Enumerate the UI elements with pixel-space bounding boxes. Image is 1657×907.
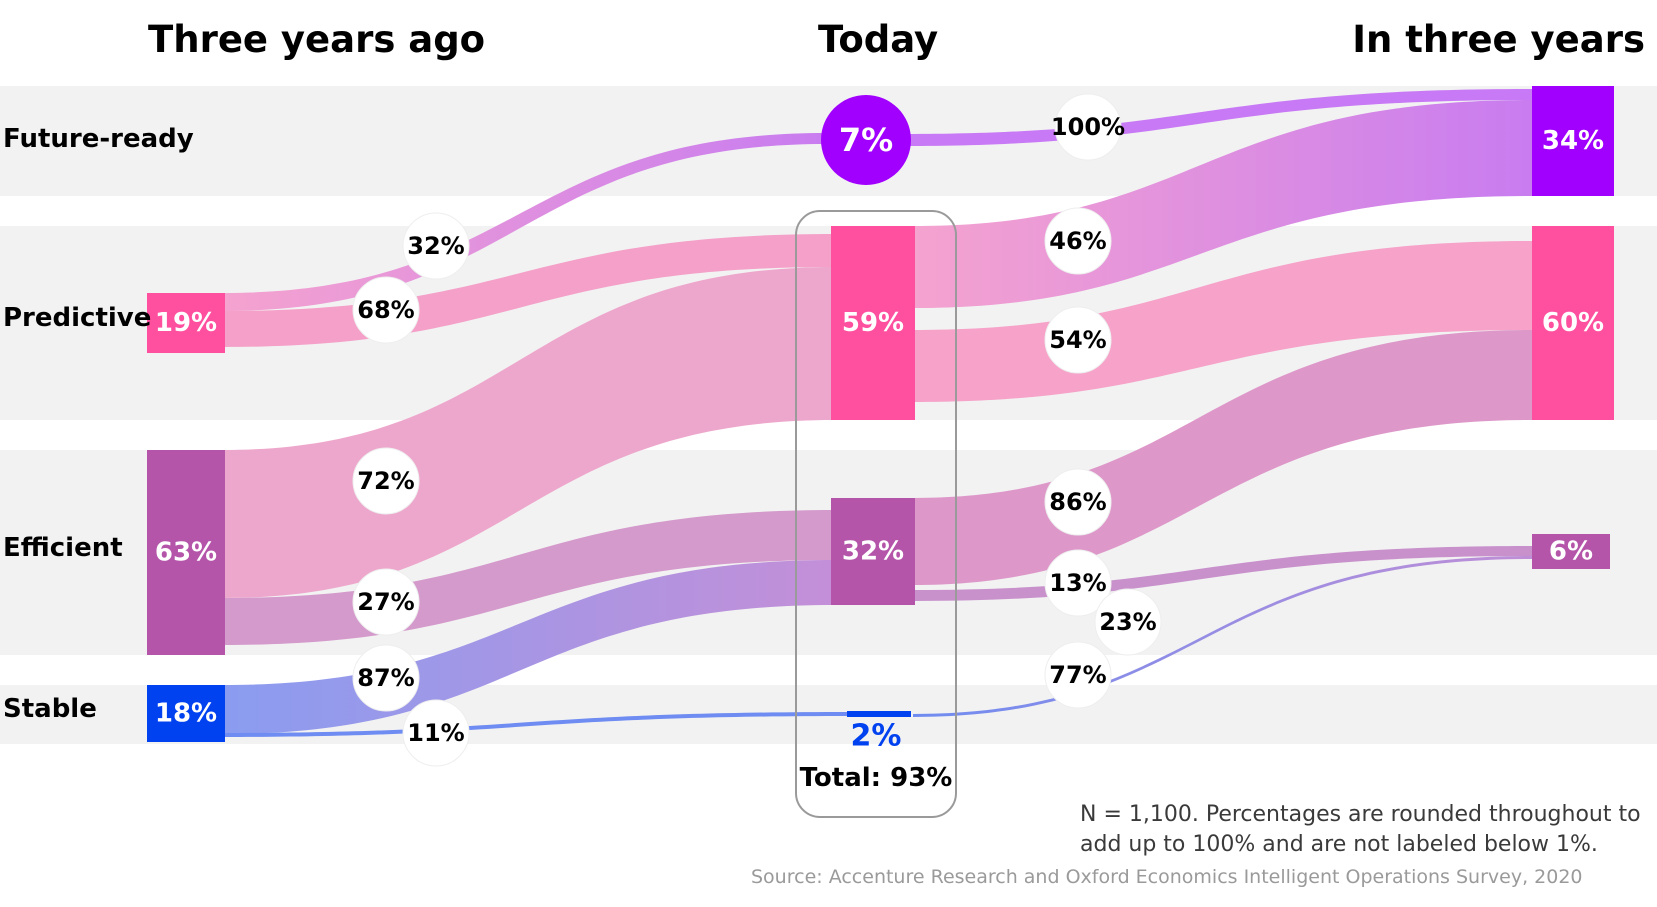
node-label-today-stable: 2% xyxy=(851,719,902,754)
source-note: Source: Accenture Research and Oxford Ec… xyxy=(751,866,1583,888)
node-label-today-efficient: 32% xyxy=(842,537,904,567)
flow-labels: 32% 68% 72% 27% 87% 11% 100% 46% 54% 86% 13% 23% 77% xyxy=(352,93,1162,767)
node-three-years-ago-stable xyxy=(147,685,225,742)
flow-label-2-future-ready-to-future-ready: 100% xyxy=(1051,113,1125,141)
row-label-future-ready: Future-ready xyxy=(3,124,194,154)
flow-label-efficient-to-efficient: 27% xyxy=(357,588,414,616)
flow-label-2-predictive-to-predictive-bubble xyxy=(1044,306,1112,374)
node-label-in-three-years-future-ready: 34% xyxy=(1542,126,1604,156)
flow-predictive-to-future-ready xyxy=(223,133,826,311)
node-label-today-predictive: 59% xyxy=(842,308,904,338)
column-title-today: Today xyxy=(818,18,939,61)
today-total-label: Total: 93% xyxy=(800,763,953,793)
node-label-in-three-years-efficient: 6% xyxy=(1549,537,1593,567)
row-label-predictive: Predictive xyxy=(3,303,152,333)
flow-label-stable-to-efficient-bubble xyxy=(352,644,420,712)
flow-label-2-efficient-to-predictive: 86% xyxy=(1049,488,1106,516)
node-today-predictive xyxy=(831,226,915,420)
node-label-three-years-ago-efficient: 63% xyxy=(155,538,217,568)
flow-label-stable-to-efficient: 87% xyxy=(357,664,414,692)
row-label-stable: Stable xyxy=(3,694,97,724)
node-in-three-years-future-ready xyxy=(1532,86,1614,196)
node-today-stable xyxy=(847,711,911,717)
flow-label-2-stable-to-efficient: 23% xyxy=(1099,608,1156,636)
node-label-three-years-ago-predictive: 19% xyxy=(155,308,217,338)
node-today-efficient xyxy=(831,498,915,605)
flow-label-2-efficient-to-efficient: 13% xyxy=(1049,569,1106,597)
flow-label-predictive-to-future-ready-bubble xyxy=(402,212,470,280)
flow-label-predictive-to-predictive: 68% xyxy=(357,296,414,324)
flow-label-2-stable-to-efficient-bubble xyxy=(1094,588,1162,656)
footnote-line-1: N = 1,100. Percentages are rounded throu… xyxy=(1080,802,1641,827)
flow-label-2-predictive-to-predictive: 54% xyxy=(1049,326,1106,354)
node-in-three-years-predictive xyxy=(1532,226,1614,420)
flow-label-stable-to-stable: 11% xyxy=(407,719,464,747)
flow-label-efficient-to-predictive: 72% xyxy=(357,467,414,495)
row-label-efficient: Efficient xyxy=(3,533,123,563)
node-rects xyxy=(147,86,1614,742)
node-three-years-ago-efficient xyxy=(147,450,225,655)
flow-label-efficient-to-efficient-bubble xyxy=(352,568,420,636)
node-label-three-years-ago-stable: 18% xyxy=(155,699,217,729)
node-today-future-ready xyxy=(821,95,911,185)
node-label-today-future-ready: 7% xyxy=(839,121,893,159)
column-title-three-years-ago: Three years ago xyxy=(148,18,486,61)
flow-label-2-stable-to-predictive: 77% xyxy=(1049,661,1106,689)
flow-label-2-stable-to-predictive-bubble xyxy=(1044,641,1112,709)
flow-label-efficient-to-predictive-bubble xyxy=(352,447,420,515)
node-three-years-ago-predictive xyxy=(147,293,225,353)
flow-label-2-predictive-to-future-ready: 46% xyxy=(1049,227,1106,255)
flow-label-2-predictive-to-future-ready-bubble xyxy=(1044,207,1112,275)
flow-efficient-to-predictive xyxy=(223,267,835,598)
node-in-three-years-efficient xyxy=(1532,534,1610,569)
footnote-line-2: add up to 100% and are not labeled below… xyxy=(1080,832,1598,857)
flow-label-predictive-to-predictive-bubble xyxy=(352,276,420,344)
column-title-in-three-years: In three years xyxy=(1352,18,1645,61)
flow-label-2-efficient-to-predictive-bubble xyxy=(1044,468,1112,536)
flow-label-predictive-to-future-ready: 32% xyxy=(407,232,464,260)
flow-stable-to-stable xyxy=(223,712,850,737)
flow-label-stable-to-stable-bubble xyxy=(402,699,470,767)
flow-label-2-efficient-to-efficient-bubble xyxy=(1044,549,1112,617)
flow-label-2-future-ready-to-future-ready-bubble xyxy=(1054,93,1122,161)
node-labels: 19% 63% 18% 59% 32% 34% 60% 6% 7% 2% Total: 93% xyxy=(155,121,1604,793)
node-label-in-three-years-predictive: 60% xyxy=(1542,308,1604,338)
today-total-outline xyxy=(795,210,957,818)
